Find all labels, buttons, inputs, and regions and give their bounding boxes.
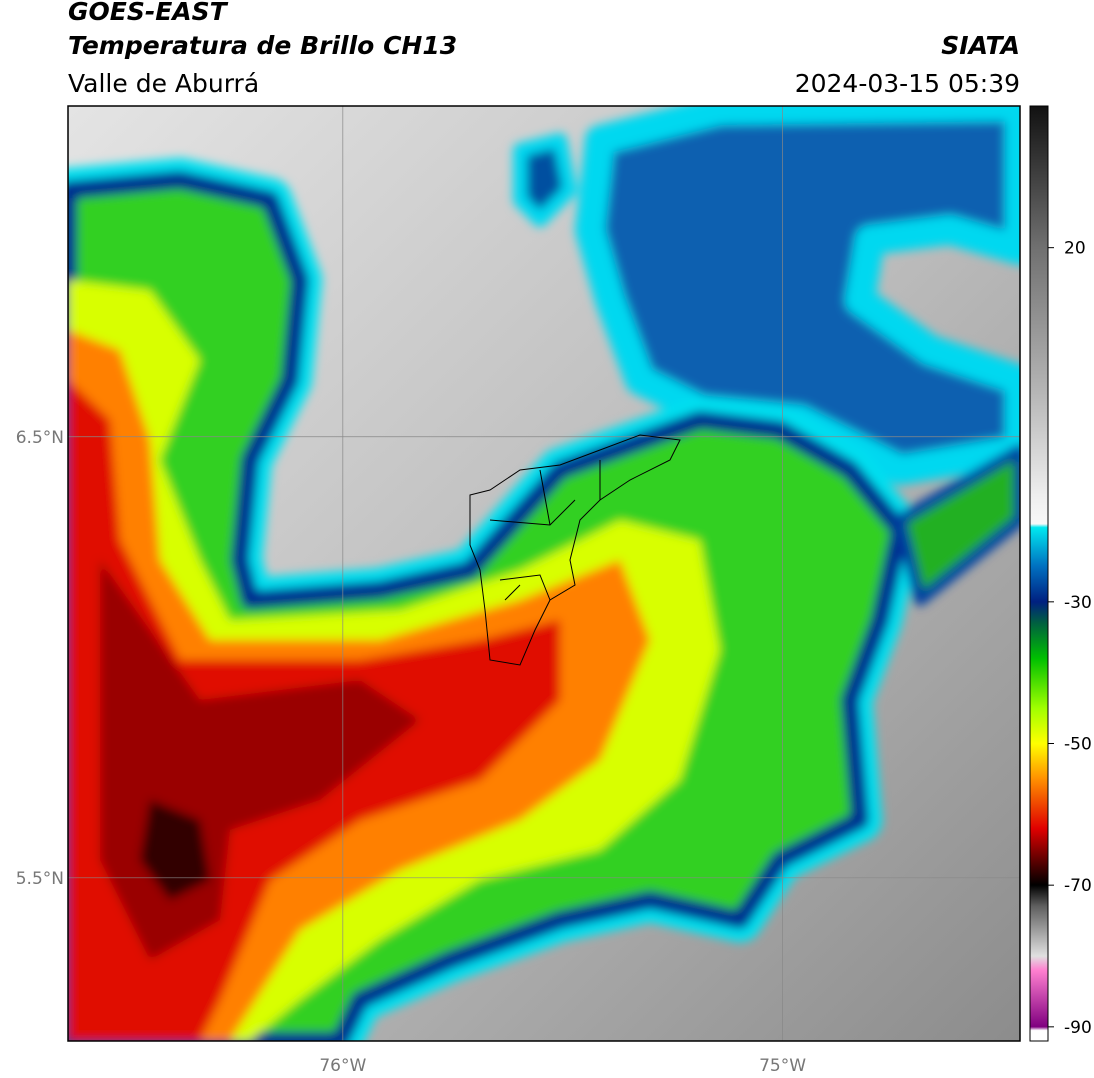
colorbar-tick-label: -30 bbox=[1064, 593, 1092, 613]
axis-ticks: 76°W 75°W 5.5°N 6.5°N bbox=[16, 428, 806, 1076]
cloud-field bbox=[68, 106, 1020, 1041]
cloud-east bbox=[894, 444, 1020, 606]
map-frame bbox=[67, 105, 1021, 1042]
colorbar-tick-label: -50 bbox=[1064, 735, 1092, 755]
colorbar-tick-label: 20 bbox=[1064, 239, 1086, 259]
x-tick-label: 75°W bbox=[759, 1056, 806, 1076]
band-core bbox=[140, 800, 210, 900]
timestamp: 2024-03-15 05:39 bbox=[795, 69, 1020, 98]
grid bbox=[68, 106, 1020, 1041]
satellite-image bbox=[68, 106, 1020, 1041]
valley-outline bbox=[469, 434, 681, 666]
x-tick-label: 76°W bbox=[319, 1056, 366, 1076]
y-tick-label: 5.5°N bbox=[16, 869, 64, 889]
source: SIATA bbox=[941, 31, 1020, 60]
title: GOES-EAST bbox=[68, 0, 229, 26]
subtitle: Temperatura de Brillo CH13 bbox=[68, 31, 457, 60]
colorbar bbox=[1029, 105, 1049, 1042]
cloud-small bbox=[513, 133, 577, 227]
y-tick-label: 6.5°N bbox=[16, 428, 64, 448]
colorbar-tick-label: -70 bbox=[1064, 876, 1092, 896]
region: Valle de Aburrá bbox=[68, 69, 259, 98]
colorbar-ticks: 20 -30 -50 -70 -90 bbox=[1048, 239, 1092, 1038]
colorbar-tick-label: -90 bbox=[1064, 1018, 1092, 1038]
cloud-ne bbox=[575, 106, 1020, 485]
